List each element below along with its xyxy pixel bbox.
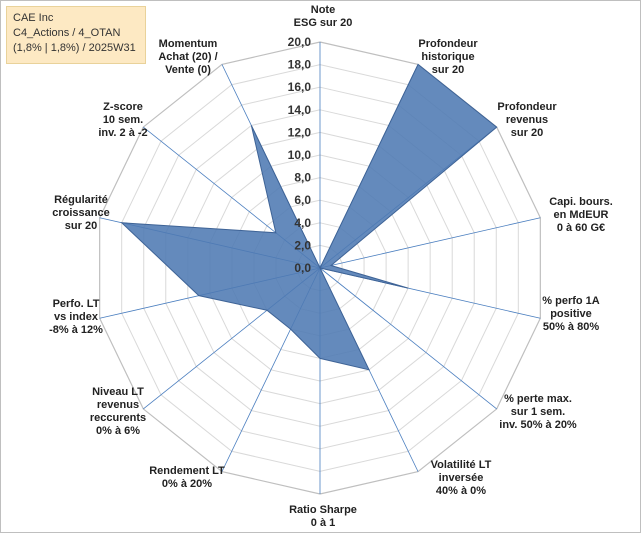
axis-label-line: Volatilité LT bbox=[431, 459, 492, 471]
tick-label: 20,0 bbox=[288, 35, 312, 49]
axis-label-line: ESG sur 20 bbox=[294, 17, 353, 29]
info-box: CAE Inc C4_Actions / 4_OTAN (1,8% | 1,8%… bbox=[6, 6, 146, 64]
axis-label-line: 0% à 20% bbox=[162, 478, 212, 490]
axis-label-line: Note bbox=[311, 4, 335, 16]
axis-label-line: Achat (20) / bbox=[158, 51, 217, 63]
axis-label-line: 0 à 60 G€ bbox=[557, 222, 605, 234]
axis-label-line: Régularité bbox=[54, 194, 108, 206]
tick-label: 2,0 bbox=[294, 238, 311, 252]
axis-label-line: Vente (0) bbox=[165, 64, 211, 76]
axis-label-line: Momentum bbox=[159, 38, 218, 50]
axis-label-line: 40% à 0% bbox=[436, 485, 486, 497]
axis-spoke-6 bbox=[319, 267, 497, 410]
tick-label: 18,0 bbox=[288, 58, 312, 72]
portfolio-name: C4_Actions / 4_OTAN bbox=[13, 27, 121, 39]
tick-label: 16,0 bbox=[288, 80, 312, 94]
axis-label-4: Capi. bours. en MdEUR 0 à 60 G€ bbox=[549, 196, 613, 234]
axis-label-5: % perfo 1A positive 50% à 80% bbox=[542, 295, 600, 333]
axis-label-line: 0% à 6% bbox=[96, 425, 140, 437]
axis-label-14: Momentum Achat (20) / Vente (0) bbox=[158, 38, 217, 76]
axis-label-10: Niveau LT revenus reccurents 0% à 6% bbox=[90, 386, 146, 437]
axis-label-12: Régularité croissance sur 20 bbox=[52, 194, 109, 232]
axis-label-line: sur 20 bbox=[511, 127, 543, 139]
company-name: CAE Inc bbox=[13, 12, 54, 24]
axis-label-line: sur 20 bbox=[65, 220, 97, 232]
axis-label-line: Ratio Sharpe bbox=[289, 504, 357, 516]
axis-label-line: croissance bbox=[52, 207, 109, 219]
axis-label-line: Z-score bbox=[103, 101, 143, 113]
axis-label-line: % perte max. bbox=[504, 393, 572, 405]
axis-label-line: en MdEUR bbox=[554, 209, 609, 221]
axis-label-11: Perfo. LT vs index -8% à 12% bbox=[49, 298, 103, 336]
axis-label-line: Rendement LT bbox=[149, 465, 225, 477]
axis-label-line: positive bbox=[550, 308, 592, 320]
axis-label-line: % perfo 1A bbox=[542, 295, 600, 307]
axis-label-13: Z-score 10 sem. inv. 2 à -2 bbox=[98, 101, 147, 139]
axis-label-line: Perfo. LT bbox=[53, 298, 100, 310]
axis-label-line: Profondeur bbox=[418, 38, 478, 50]
axis-label-2: Profondeur historique sur 20 bbox=[418, 38, 478, 76]
axis-label-9: Rendement LT 0% à 20% bbox=[149, 465, 225, 490]
series-area bbox=[120, 63, 498, 371]
axis-label-line: Capi. bours. bbox=[549, 196, 613, 208]
axis-label-line: inv. 2 à -2 bbox=[98, 127, 147, 139]
tick-label: 6,0 bbox=[294, 193, 311, 207]
axis-label-line: historique bbox=[421, 51, 474, 63]
tick-label: 10,0 bbox=[288, 148, 312, 162]
axis-label-6: % perte max. sur 1 sem. inv. 50% à 20% bbox=[499, 393, 577, 431]
axis-label-line: revenus bbox=[97, 399, 139, 411]
axis-label-line: reccurents bbox=[90, 412, 146, 424]
axis-label-line: Niveau LT bbox=[92, 386, 144, 398]
axis-label-line: inv. 50% à 20% bbox=[499, 419, 577, 431]
tick-label: 8,0 bbox=[294, 171, 311, 185]
tick-label: 14,0 bbox=[288, 103, 312, 117]
tick-label: 0,0 bbox=[294, 261, 311, 275]
axis-label-line: 10 sem. bbox=[103, 114, 143, 126]
performance-stats: (1,8% | 1,8%) / 2025W31 bbox=[13, 42, 136, 54]
axis-label-line: -8% à 12% bbox=[49, 324, 103, 336]
axis-label-line: vs index bbox=[54, 311, 99, 323]
axis-label-line: sur 20 bbox=[432, 64, 464, 76]
axis-label-7: Volatilité LT inversée 40% à 0% bbox=[431, 459, 492, 497]
axis-label-1: Note ESG sur 20 bbox=[294, 4, 353, 29]
axis-label-8: Ratio Sharpe 0 à 1 bbox=[289, 504, 357, 529]
axis-label-line: Profondeur bbox=[497, 101, 557, 113]
tick-layer: 0,0 2,0 4,0 6,0 8,0 10,0 12,0 14,0 16,0 18,0 20,0 bbox=[288, 35, 312, 275]
axis-label-line: revenus bbox=[506, 114, 548, 126]
axis-label-line: 0 à 1 bbox=[311, 517, 335, 529]
tick-label: 4,0 bbox=[294, 216, 311, 230]
axis-label-line: 50% à 80% bbox=[543, 321, 599, 333]
tick-label: 12,0 bbox=[288, 125, 312, 139]
axis-label-line: inversée bbox=[439, 472, 484, 484]
axis-label-3: Profondeur revenus sur 20 bbox=[497, 101, 557, 139]
axis-spoke-4 bbox=[319, 217, 541, 269]
series-layer bbox=[120, 63, 498, 371]
axis-label-line: sur 1 sem. bbox=[511, 406, 565, 418]
